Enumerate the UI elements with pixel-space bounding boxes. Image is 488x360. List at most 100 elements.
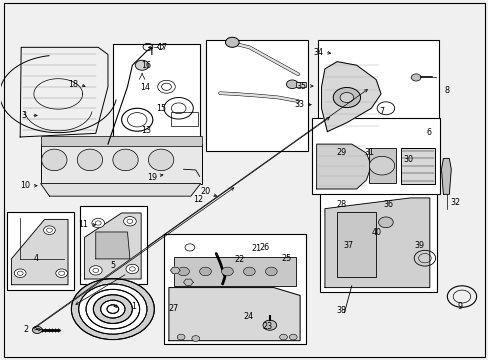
Polygon shape xyxy=(325,198,429,288)
Text: 5: 5 xyxy=(110,261,115,270)
Text: 32: 32 xyxy=(449,198,459,207)
Circle shape xyxy=(263,320,276,330)
Circle shape xyxy=(43,226,55,234)
Circle shape xyxy=(332,87,360,108)
Polygon shape xyxy=(441,158,450,194)
Circle shape xyxy=(177,267,189,276)
Text: 36: 36 xyxy=(383,200,393,209)
Ellipse shape xyxy=(148,149,173,171)
Polygon shape xyxy=(183,279,193,285)
Text: 10: 10 xyxy=(20,181,30,190)
Bar xyxy=(206,40,307,150)
Bar xyxy=(6,212,74,291)
Polygon shape xyxy=(168,288,300,341)
Circle shape xyxy=(368,156,394,175)
Polygon shape xyxy=(93,295,132,323)
Text: 30: 30 xyxy=(403,156,412,165)
Bar xyxy=(163,234,305,344)
Text: 25: 25 xyxy=(281,254,291,263)
Text: 31: 31 xyxy=(364,148,373,157)
Circle shape xyxy=(126,264,139,274)
Polygon shape xyxy=(96,232,130,259)
Text: 28: 28 xyxy=(335,200,346,209)
Circle shape xyxy=(339,93,353,103)
Circle shape xyxy=(225,37,239,47)
Bar xyxy=(295,82,306,87)
Circle shape xyxy=(279,334,287,340)
Ellipse shape xyxy=(77,149,102,171)
Text: 23: 23 xyxy=(263,322,272,331)
Text: 20: 20 xyxy=(200,187,210,196)
Bar xyxy=(113,44,199,148)
Text: 2: 2 xyxy=(23,325,29,334)
Text: 19: 19 xyxy=(146,173,157,182)
Text: 1: 1 xyxy=(131,302,136,311)
Text: 6: 6 xyxy=(426,128,430,137)
Polygon shape xyxy=(316,144,370,189)
Bar xyxy=(400,148,434,184)
Circle shape xyxy=(92,219,104,228)
Text: 3: 3 xyxy=(21,111,26,120)
Text: 40: 40 xyxy=(370,228,380,237)
Circle shape xyxy=(410,74,420,81)
Circle shape xyxy=(265,267,277,276)
Polygon shape xyxy=(170,267,180,274)
Text: 9: 9 xyxy=(457,302,462,311)
Polygon shape xyxy=(41,184,200,196)
Circle shape xyxy=(378,217,392,228)
Polygon shape xyxy=(101,300,125,318)
Polygon shape xyxy=(84,213,141,279)
Bar xyxy=(311,118,439,194)
Text: 37: 37 xyxy=(343,242,353,251)
Text: 18: 18 xyxy=(68,80,78,89)
Text: 16: 16 xyxy=(141,61,151,70)
Circle shape xyxy=(286,80,298,89)
Bar xyxy=(368,148,395,183)
Text: 14: 14 xyxy=(140,83,150,92)
Text: 35: 35 xyxy=(295,82,305,91)
Bar xyxy=(317,40,438,150)
Bar xyxy=(336,212,375,277)
Circle shape xyxy=(135,60,149,70)
Circle shape xyxy=(199,267,211,276)
Text: 15: 15 xyxy=(156,104,166,113)
Polygon shape xyxy=(79,284,147,334)
Text: 34: 34 xyxy=(313,48,323,57)
Bar xyxy=(41,144,201,184)
Text: 7: 7 xyxy=(379,107,384,116)
Text: 13: 13 xyxy=(141,126,151,135)
Bar xyxy=(171,112,198,126)
Bar xyxy=(173,257,295,286)
Bar xyxy=(319,192,436,292)
Text: 29: 29 xyxy=(335,148,346,157)
Ellipse shape xyxy=(113,149,138,171)
Circle shape xyxy=(289,334,297,340)
Text: 11: 11 xyxy=(79,220,88,229)
Circle shape xyxy=(56,269,67,278)
Text: 21: 21 xyxy=(251,244,261,253)
Text: 24: 24 xyxy=(243,312,253,321)
Text: 12: 12 xyxy=(193,195,203,204)
Polygon shape xyxy=(321,62,380,132)
Polygon shape xyxy=(11,220,68,285)
Circle shape xyxy=(32,326,42,333)
Text: 22: 22 xyxy=(234,255,244,264)
Circle shape xyxy=(221,267,233,276)
Text: 26: 26 xyxy=(259,243,268,252)
Circle shape xyxy=(177,334,184,340)
Text: 17: 17 xyxy=(157,43,167,52)
Text: 8: 8 xyxy=(444,86,449,95)
Text: 38: 38 xyxy=(335,306,346,315)
Polygon shape xyxy=(71,279,154,339)
Bar xyxy=(80,206,147,284)
Text: 39: 39 xyxy=(413,242,423,251)
Text: 4: 4 xyxy=(33,254,38,263)
Circle shape xyxy=(123,217,136,226)
Text: 33: 33 xyxy=(293,100,304,109)
Circle shape xyxy=(89,266,102,275)
Circle shape xyxy=(243,267,255,276)
Bar xyxy=(41,136,201,146)
Circle shape xyxy=(14,269,26,278)
Ellipse shape xyxy=(41,149,67,171)
Circle shape xyxy=(191,336,199,341)
